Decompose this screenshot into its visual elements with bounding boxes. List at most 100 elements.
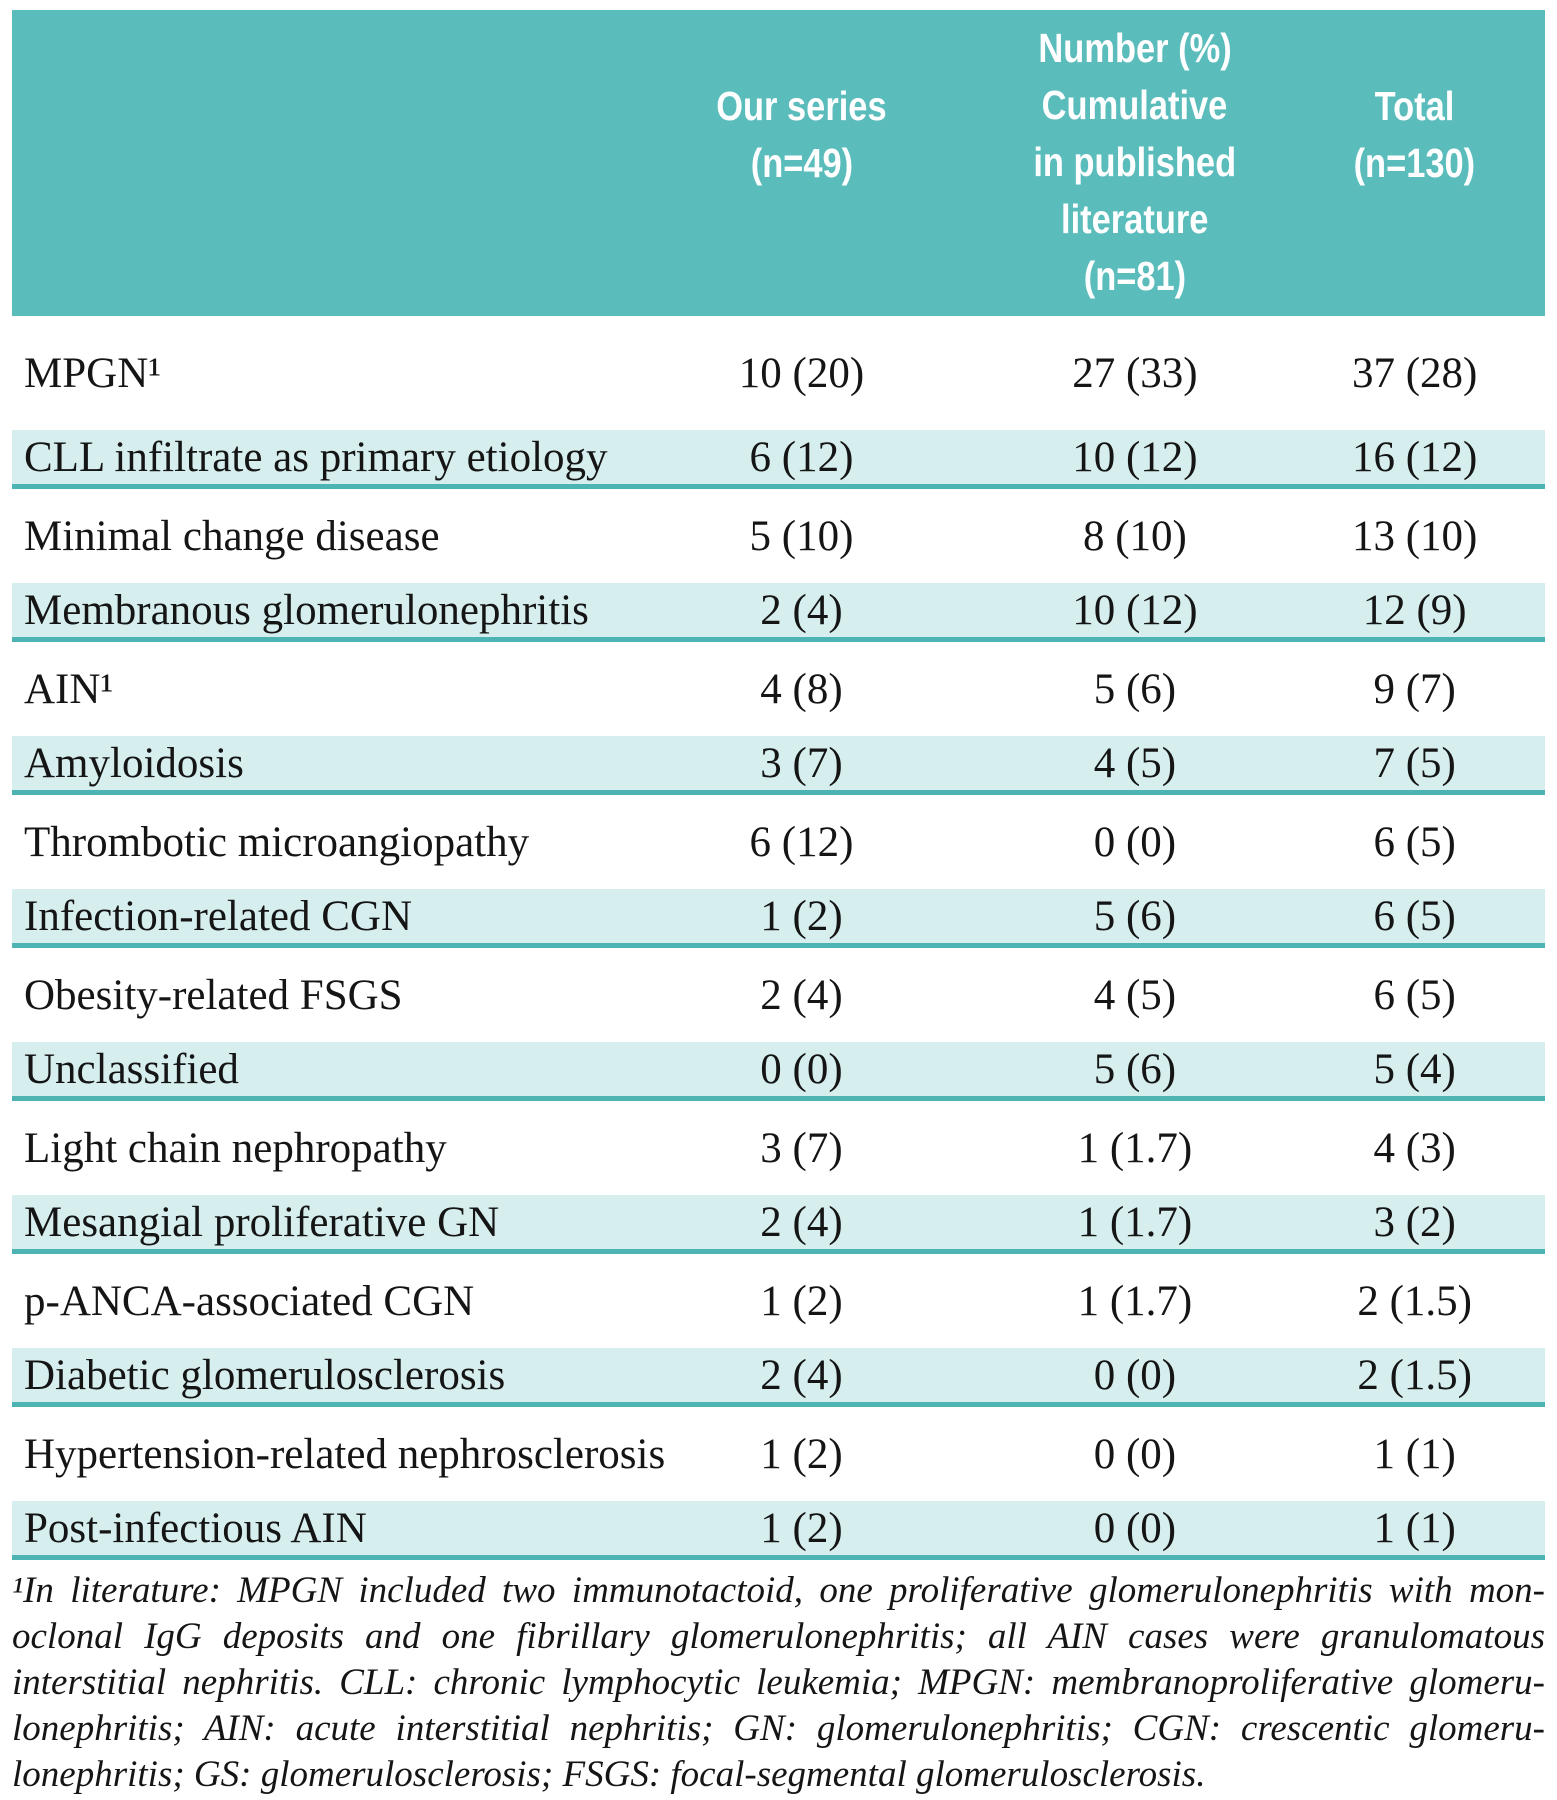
row-our-series-value: 3 (7) [760, 1124, 843, 1172]
row-label: Amyloidosis [24, 739, 244, 787]
row-label: AIN¹ [24, 665, 114, 713]
row-label: Light chain nephropathy [24, 1124, 447, 1172]
row-label: Membranous glomerulonephritis [24, 586, 589, 634]
table-row: Membranous glomerulonephritis 2 (4) 10 (… [12, 583, 1545, 642]
row-cumulative-value: 1 (1.7) [1077, 1124, 1193, 1172]
row-total-value: 3 (2) [1373, 1198, 1456, 1246]
row-cumulative-value: 1 (1.7) [1077, 1277, 1193, 1325]
row-cumulative-value: 5 (6) [1093, 892, 1177, 940]
header-cumulative-line3: in published [1033, 139, 1237, 185]
footnote-line: lonephritis; GS: glomerulosclerosis; FSG… [12, 1754, 1206, 1795]
row-our-series-value: 6 (12) [749, 433, 854, 481]
table-row: MPGN¹ 10 (20) 27 (33) 37 (28) [12, 316, 1545, 430]
footnote-line: lonephritis; AIN: acute interstitial nep… [12, 1708, 1545, 1749]
table-row: Unclassified 0 (0) 5 (6) 5 (4) [12, 1042, 1545, 1101]
row-label: Thrombotic microangiopathy [24, 818, 530, 866]
header-cumulative-line4: literature [1061, 196, 1209, 242]
row-total-value: 5 (4) [1373, 1045, 1456, 1093]
row-cumulative-value: 10 (12) [1072, 433, 1198, 481]
row-our-series-value: 1 (2) [760, 1504, 843, 1552]
footnote-line: interstitial nephritis. CLL: chronic lym… [12, 1662, 1545, 1703]
row-cumulative-value: 10 (12) [1072, 586, 1198, 634]
table-row: Hypertension-related nephrosclerosis 1 (… [12, 1407, 1545, 1501]
header-cumulative-column: Number (%) Cumulative in published liter… [985, 10, 1284, 316]
row-our-series-value: 2 (4) [760, 971, 843, 1019]
row-total-value: 6 (5) [1373, 971, 1456, 1019]
row-cumulative-value: 0 (0) [1093, 1504, 1177, 1552]
row-total-value: 4 (3) [1373, 1124, 1456, 1172]
row-label: Minimal change disease [24, 512, 440, 560]
row-total-value: 2 (1.5) [1357, 1351, 1472, 1399]
row-our-series-value: 1 (2) [760, 1430, 843, 1478]
row-total-value: 1 (1) [1373, 1504, 1456, 1552]
row-total-value: 7 (5) [1373, 739, 1456, 787]
row-cumulative-value: 0 (0) [1093, 818, 1177, 866]
row-total-value: 12 (9) [1362, 586, 1467, 634]
table-row: p-ANCA-associated CGN 1 (2) 1 (1.7) 2 (1… [12, 1254, 1545, 1348]
row-total-value: 37 (28) [1351, 349, 1478, 397]
table-row: Obesity-related FSGS 2 (4) 4 (5) 6 (5) [12, 948, 1545, 1042]
row-label: Infection-related CGN [24, 892, 413, 940]
row-cumulative-value: 5 (6) [1093, 665, 1177, 713]
row-label: Mesangial proliferative GN [24, 1198, 500, 1246]
row-cumulative-value: 1 (1.7) [1077, 1198, 1193, 1246]
header-total-line1: Total [1374, 83, 1455, 129]
row-our-series-value: 3 (7) [760, 739, 843, 787]
row-our-series-value: 0 (0) [760, 1045, 843, 1093]
footnote-line: ¹In literature: MPGN included two immuno… [12, 1570, 1545, 1611]
table-row: Thrombotic microangiopathy 6 (12) 0 (0) … [12, 795, 1545, 889]
row-our-series-value: 2 (4) [760, 586, 843, 634]
row-cumulative-value: 8 (10) [1082, 512, 1187, 560]
row-our-series-value: 4 (8) [760, 665, 843, 713]
row-cumulative-value: 27 (33) [1072, 349, 1198, 397]
row-total-value: 6 (5) [1373, 818, 1456, 866]
row-label: Post-infectious AIN [24, 1504, 367, 1552]
row-label: MPGN¹ [24, 349, 162, 397]
table-row: Light chain nephropathy 3 (7) 1 (1.7) 4 … [12, 1101, 1545, 1195]
header-cumulative-line2: Cumulative [1042, 82, 1228, 128]
row-our-series-value: 10 (20) [738, 349, 865, 397]
table-row: Mesangial proliferative GN 2 (4) 1 (1.7)… [12, 1195, 1545, 1254]
row-label: Hypertension-related nephrosclerosis [24, 1430, 666, 1478]
header-our-series-line2: (n=49) [750, 140, 853, 186]
row-label: Diabetic glomerulosclerosis [24, 1351, 506, 1399]
table-row: Infection-related CGN 1 (2) 5 (6) 6 (5) [12, 889, 1545, 948]
footnote: ¹In literature: MPGN included two immuno… [12, 1568, 1545, 1798]
row-total-value: 16 (12) [1351, 433, 1478, 481]
footnote-line: oclonal IgG deposits and one fibrillary … [12, 1616, 1545, 1657]
row-total-value: 6 (5) [1373, 892, 1456, 940]
header-disease-column [12, 10, 618, 316]
table-row: Amyloidosis 3 (7) 4 (5) 7 (5) [12, 736, 1545, 795]
table-row: CLL infiltrate as primary etiology 6 (12… [12, 430, 1545, 489]
row-label: Obesity-related FSGS [24, 971, 403, 1019]
row-total-value: 2 (1.5) [1357, 1277, 1472, 1325]
row-cumulative-value: 4 (5) [1093, 739, 1177, 787]
row-cumulative-value: 4 (5) [1093, 971, 1177, 1019]
header-our-series-line1: Our series [716, 83, 887, 129]
row-label: Unclassified [24, 1045, 239, 1093]
row-our-series-value: 1 (2) [760, 1277, 843, 1325]
row-label: p-ANCA-associated CGN [24, 1277, 475, 1325]
row-our-series-value: 5 (10) [749, 512, 854, 560]
row-our-series-value: 2 (4) [760, 1198, 843, 1246]
table-row: Diabetic glomerulosclerosis 2 (4) 0 (0) … [12, 1348, 1545, 1407]
table-header: Our series (n=49) Number (%) Cumulative … [12, 10, 1545, 316]
row-total-value: 1 (1) [1373, 1430, 1456, 1478]
row-label: CLL infiltrate as primary etiology [24, 433, 608, 481]
row-our-series-value: 6 (12) [749, 818, 854, 866]
table-row: Minimal change disease 5 (10) 8 (10) 13 … [12, 489, 1545, 583]
row-our-series-value: 1 (2) [760, 892, 843, 940]
table-row: AIN¹ 4 (8) 5 (6) 9 (7) [12, 642, 1545, 736]
header-total-line2: (n=130) [1353, 140, 1476, 186]
row-cumulative-value: 0 (0) [1093, 1351, 1177, 1399]
row-our-series-value: 2 (4) [760, 1351, 843, 1399]
header-cumulative-line1: Number (%) [1038, 25, 1232, 71]
header-total-column: Total (n=130) [1284, 10, 1545, 316]
header-our-series-column: Our series (n=49) [618, 10, 986, 316]
row-cumulative-value: 5 (6) [1093, 1045, 1177, 1093]
table-row: Post-infectious AIN 1 (2) 0 (0) 1 (1) [12, 1501, 1545, 1560]
row-total-value: 9 (7) [1373, 665, 1456, 713]
row-cumulative-value: 0 (0) [1093, 1430, 1177, 1478]
row-total-value: 13 (10) [1351, 512, 1478, 560]
